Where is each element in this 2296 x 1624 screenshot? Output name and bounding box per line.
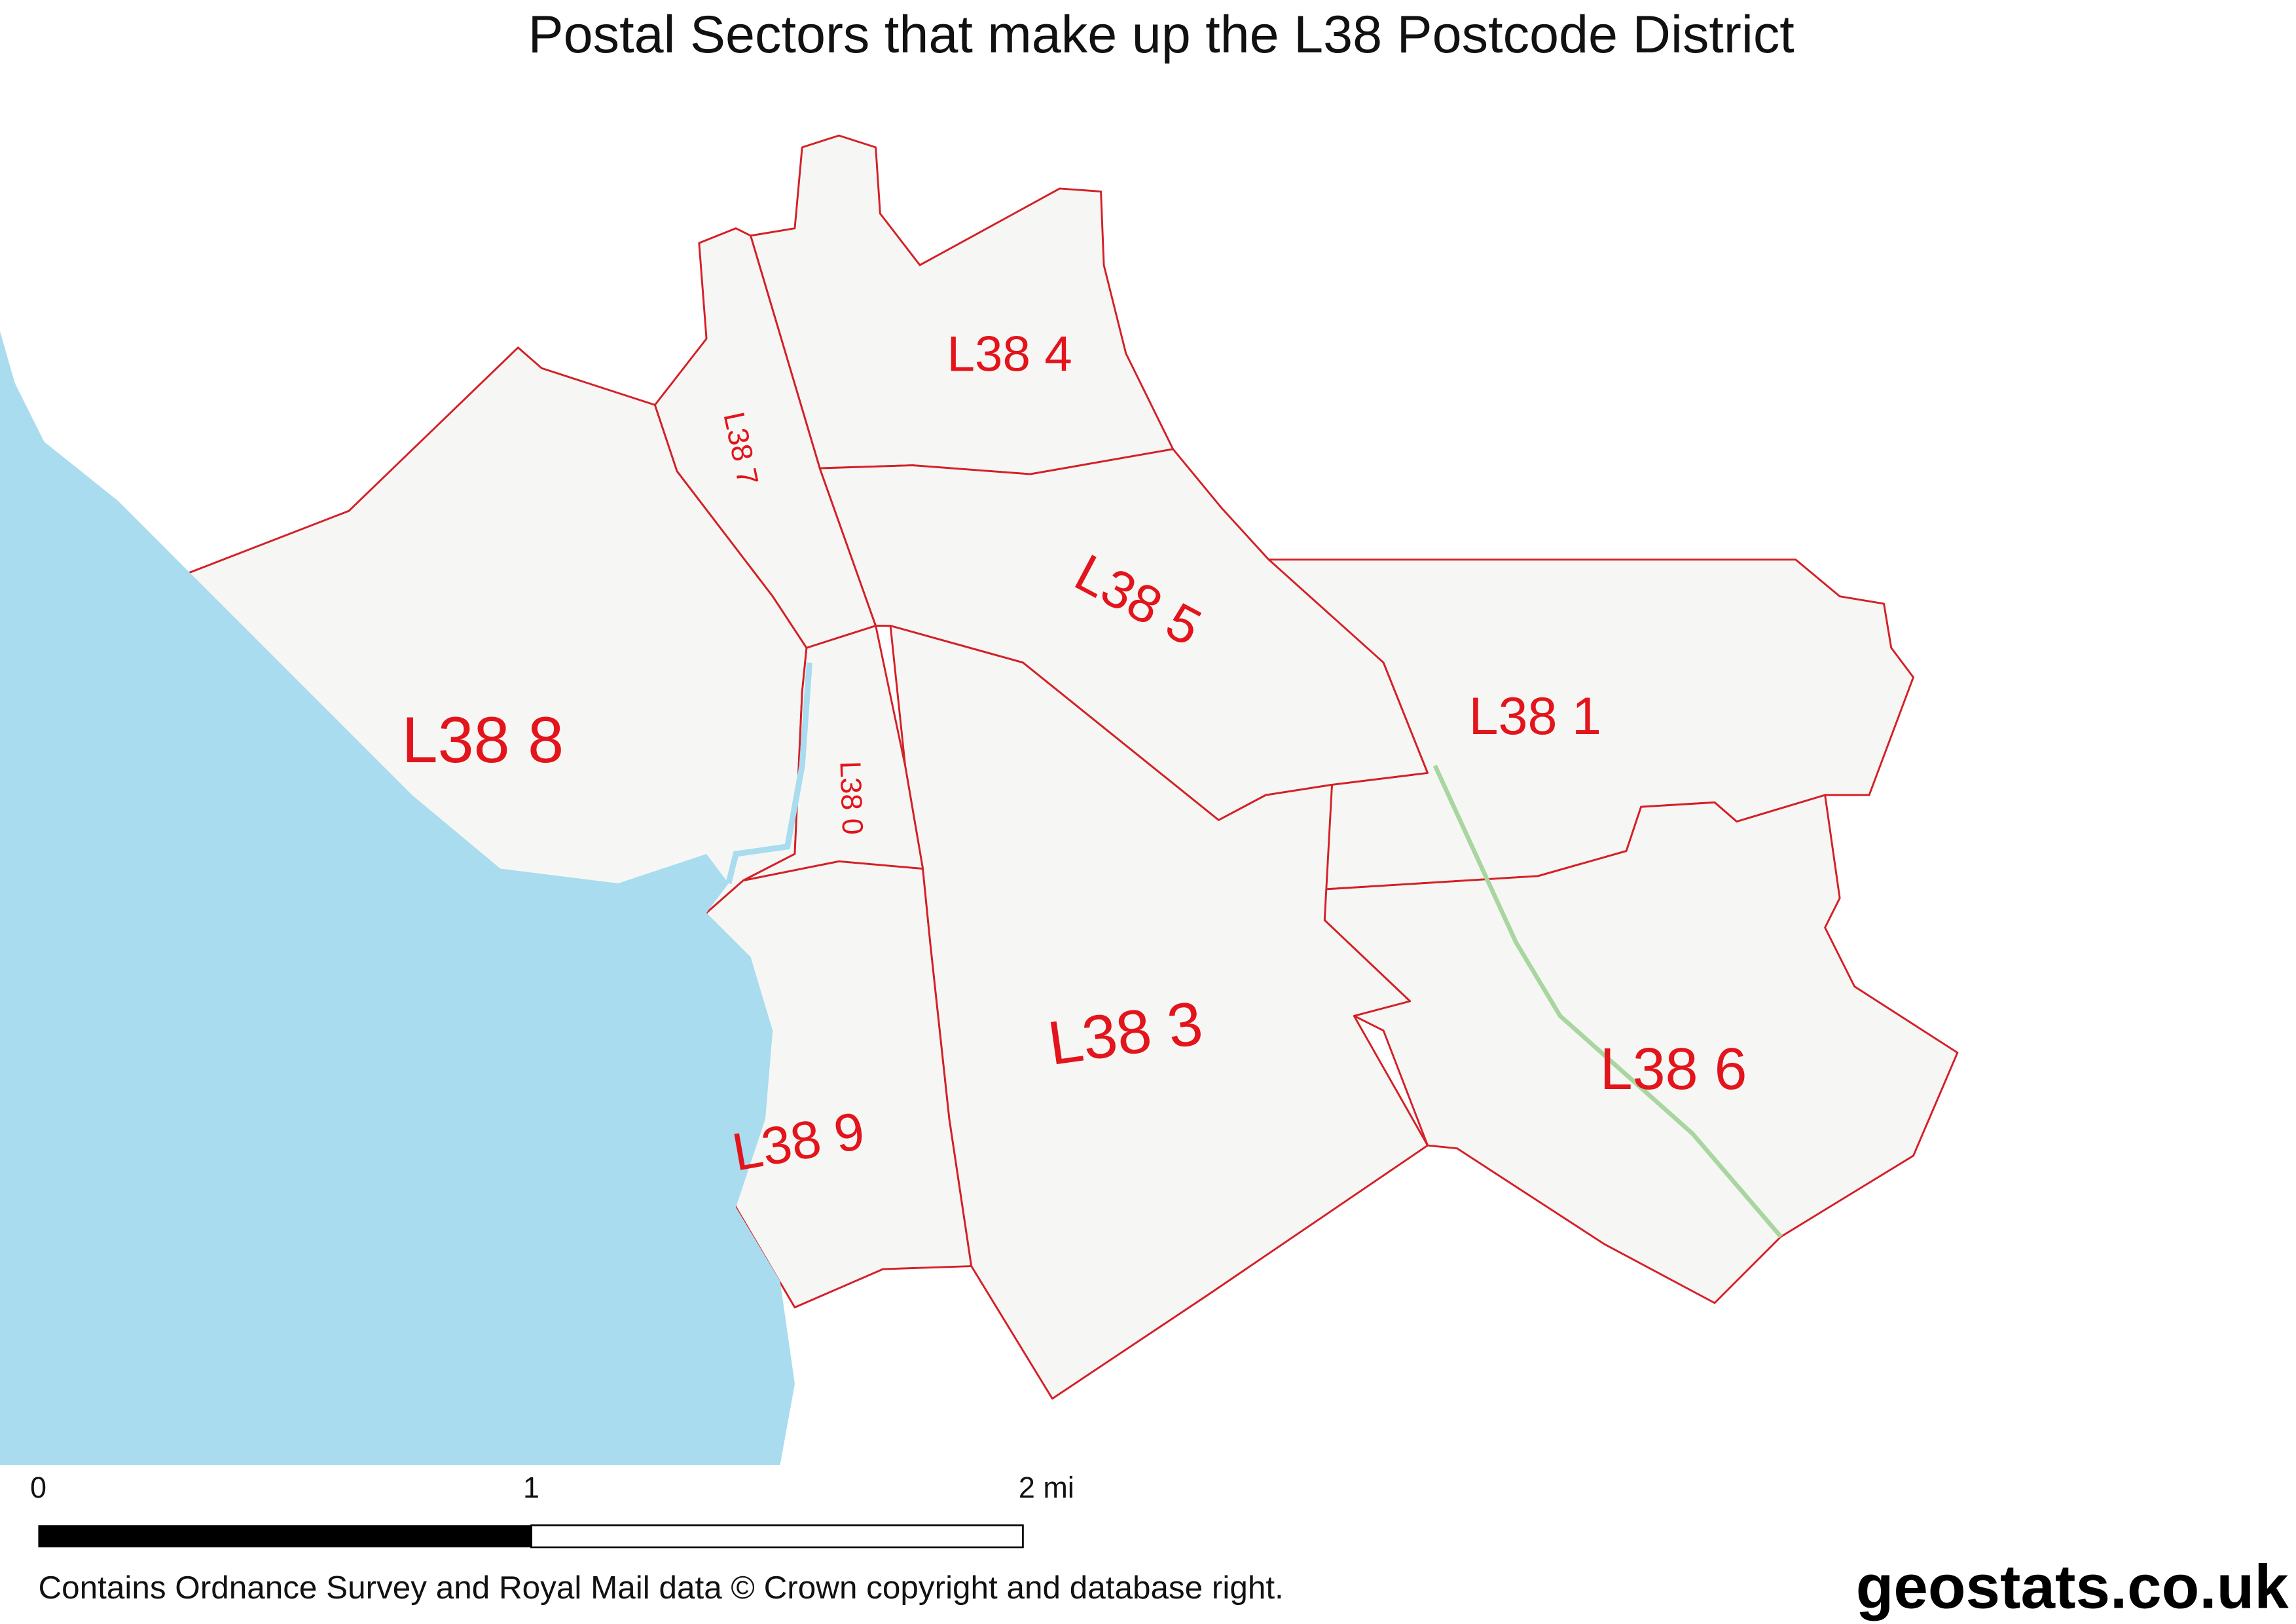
sector-label: L38 4 — [947, 327, 1072, 382]
scale-label: 1 — [523, 1471, 539, 1504]
sector-area — [742, 625, 924, 881]
sea — [0, 331, 795, 1466]
attribution: Contains Ordnance Survey and Royal Mail … — [38, 1570, 1283, 1606]
sector-label: L38 1 — [1468, 687, 1601, 746]
sector-area — [1323, 794, 1959, 1304]
map-title: Postal Sectors that make up the L38 Post… — [528, 5, 1795, 64]
rail-line — [1432, 764, 1783, 1238]
brand: geostats.co.uk — [1856, 1553, 2289, 1621]
sector-area — [889, 625, 1429, 1400]
river — [725, 662, 812, 885]
scale-label: 0 — [30, 1471, 46, 1504]
sectors — [146, 134, 1959, 1400]
scale-segment — [530, 1524, 1024, 1549]
scale-bar: 0 1 2 mi — [30, 1471, 1074, 1549]
sector-label: L38 8 — [402, 703, 564, 776]
scale-segment — [38, 1525, 532, 1547]
sector-label: L38 0 — [833, 760, 869, 835]
scale-label: 2 mi — [1019, 1471, 1074, 1504]
sector-label: L38 6 — [1600, 1037, 1747, 1102]
